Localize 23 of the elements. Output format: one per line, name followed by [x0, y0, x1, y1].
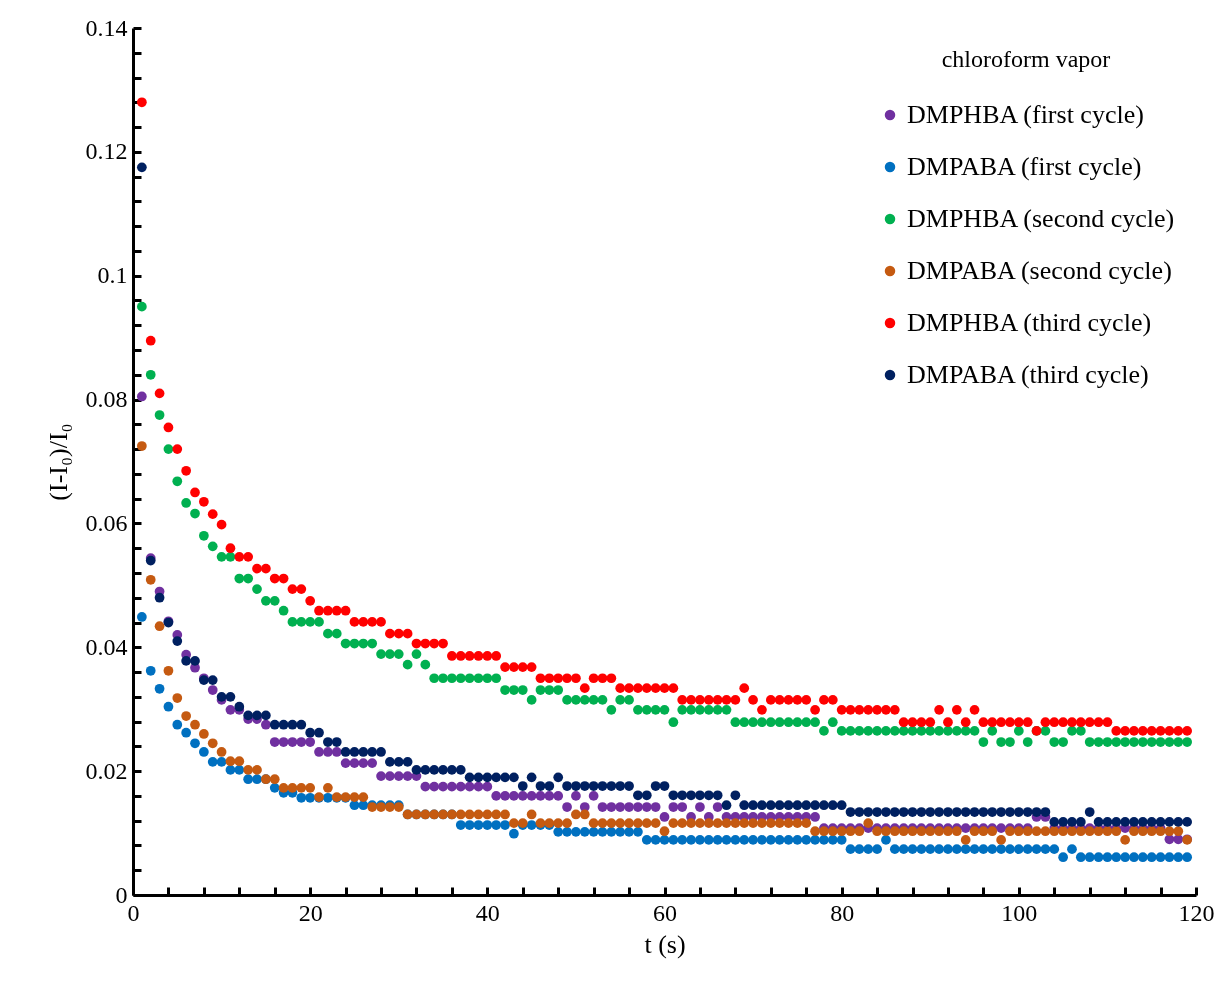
- x-axis-title: t (s): [644, 929, 686, 959]
- legend-label: DMPABA (third cycle): [907, 360, 1149, 389]
- y-axis-title: (I-I₀)/I₀: [43, 423, 73, 501]
- legend-title: chloroform vapor: [941, 46, 1111, 72]
- x-tick-label: 100: [1001, 899, 1038, 926]
- x-tick-label: 40: [475, 899, 500, 926]
- y-tick-label: 0.06: [85, 509, 128, 536]
- x-tick-label: 80: [830, 899, 855, 926]
- x-tick-label: 120: [1178, 899, 1215, 926]
- x-tick-label: 20: [298, 899, 323, 926]
- y-tick-label: 0.1: [97, 262, 128, 289]
- legend-label: DMPABA (first cycle): [907, 152, 1142, 181]
- y-tick-label: 0.12: [85, 138, 128, 165]
- legend-label: DMPHBA (third cycle): [907, 308, 1152, 337]
- x-tick-label: 60: [653, 899, 677, 926]
- y-tick-label: 0: [115, 881, 128, 908]
- y-tick-label: 0.02: [85, 757, 128, 784]
- y-tick-label: 0.04: [85, 633, 128, 660]
- legend-label: DMPABA (second cycle): [907, 256, 1172, 285]
- y-tick-label: 0.14: [85, 14, 128, 41]
- legend-label: DMPHBA (first cycle): [907, 100, 1144, 129]
- y-tick-label: 0.08: [85, 386, 128, 413]
- legend-label: DMPHBA (second cycle): [907, 204, 1175, 233]
